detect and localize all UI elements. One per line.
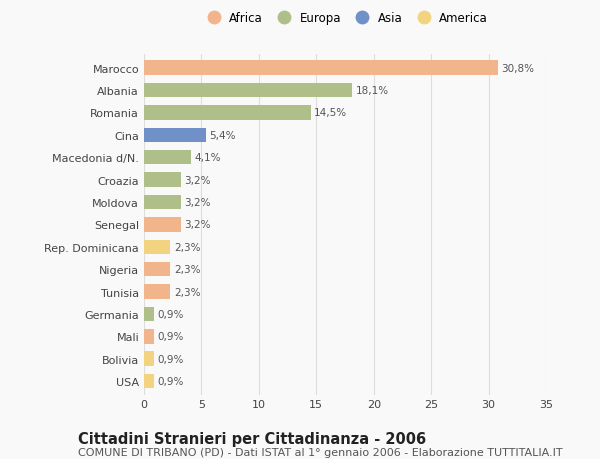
Bar bbox=[144, 330, 154, 344]
Text: 2,3%: 2,3% bbox=[174, 242, 200, 252]
Bar bbox=[144, 240, 170, 255]
Text: 0,9%: 0,9% bbox=[158, 309, 184, 319]
Bar bbox=[144, 128, 206, 143]
Text: 0,9%: 0,9% bbox=[158, 354, 184, 364]
Bar bbox=[144, 106, 311, 120]
Bar bbox=[144, 307, 154, 322]
Text: 2,3%: 2,3% bbox=[174, 264, 200, 274]
Text: Cittadini Stranieri per Cittadinanza - 2006: Cittadini Stranieri per Cittadinanza - 2… bbox=[78, 431, 426, 447]
Bar bbox=[144, 61, 498, 76]
Text: 3,2%: 3,2% bbox=[184, 197, 211, 207]
Bar bbox=[144, 263, 170, 277]
Text: 4,1%: 4,1% bbox=[194, 153, 221, 163]
Bar bbox=[144, 151, 191, 165]
Text: 2,3%: 2,3% bbox=[174, 287, 200, 297]
Bar bbox=[144, 195, 181, 210]
Bar bbox=[144, 84, 352, 98]
Bar bbox=[144, 173, 181, 187]
Text: COMUNE DI TRIBANO (PD) - Dati ISTAT al 1° gennaio 2006 - Elaborazione TUTTITALIA: COMUNE DI TRIBANO (PD) - Dati ISTAT al 1… bbox=[78, 448, 563, 458]
Legend: Africa, Europa, Asia, America: Africa, Europa, Asia, America bbox=[200, 10, 490, 28]
Text: 30,8%: 30,8% bbox=[501, 63, 534, 73]
Text: 18,1%: 18,1% bbox=[355, 86, 388, 96]
Text: 3,2%: 3,2% bbox=[184, 220, 211, 230]
Text: 3,2%: 3,2% bbox=[184, 175, 211, 185]
Text: 0,9%: 0,9% bbox=[158, 376, 184, 386]
Bar bbox=[144, 285, 170, 299]
Bar bbox=[144, 218, 181, 232]
Bar bbox=[144, 374, 154, 389]
Text: 5,4%: 5,4% bbox=[209, 130, 236, 140]
Text: 14,5%: 14,5% bbox=[314, 108, 347, 118]
Bar bbox=[144, 352, 154, 366]
Text: 0,9%: 0,9% bbox=[158, 332, 184, 341]
